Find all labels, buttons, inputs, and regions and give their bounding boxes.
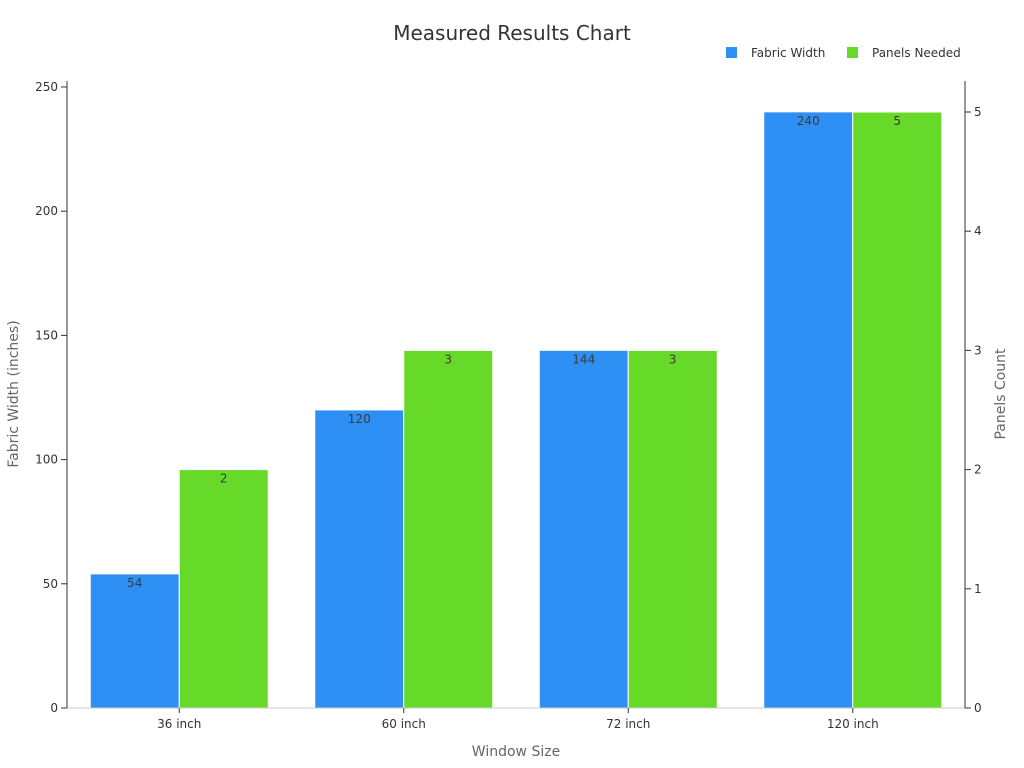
right-y-tick-label: 2	[974, 463, 982, 477]
left-y-tick-label: 0	[50, 701, 58, 715]
legend-swatch-panels-needed	[847, 47, 858, 58]
bar-fabric-width-1	[314, 409, 405, 709]
right-y-tick-label: 0	[974, 701, 982, 715]
legend: Fabric Width Panels Needed	[726, 46, 961, 60]
bar-panels-needed-0	[178, 469, 269, 709]
bar-fabric-width-2	[538, 349, 629, 709]
bar-panels-needed-2	[627, 349, 718, 709]
bars-group	[89, 111, 943, 709]
left-y-tick-label: 200	[35, 204, 58, 218]
right-y-tick-label: 4	[974, 224, 982, 238]
right-y-ticks: 0 1 2 3 4 5	[965, 105, 982, 715]
right-y-tick-label: 5	[974, 105, 982, 119]
x-axis-title: Window Size	[472, 744, 560, 760]
data-label-fabric-width-0: 54	[127, 576, 142, 590]
left-y-tick-label: 100	[35, 453, 58, 467]
data-label-fabric-width-1: 120	[348, 412, 371, 426]
bar-panels-needed-3	[852, 111, 943, 709]
data-label-panels-needed-1: 3	[444, 352, 452, 366]
legend-label-fabric-width: Fabric Width	[751, 46, 825, 60]
data-labels-group: 54 2 120 3 144 3 240 5	[127, 114, 901, 590]
right-y-tick-label: 1	[974, 582, 982, 596]
left-y-ticks: 0 50 100 150 200 250	[35, 80, 67, 715]
x-tick-label: 120 inch	[827, 717, 879, 731]
data-label-panels-needed-0: 2	[220, 472, 228, 486]
data-label-fabric-width-2: 144	[572, 352, 595, 366]
legend-swatch-fabric-width	[726, 47, 737, 58]
chart-title: Measured Results Chart	[393, 21, 631, 45]
left-y-axis-title: Fabric Width (inches)	[6, 320, 22, 467]
left-y-tick-label: 150	[35, 328, 58, 342]
bar-fabric-width-3	[763, 111, 854, 709]
x-tick-label: 60 inch	[382, 717, 426, 731]
right-y-axis-title: Panels Count	[993, 348, 1009, 440]
data-label-panels-needed-3: 5	[893, 114, 901, 128]
bar-panels-needed-1	[403, 349, 494, 709]
bar-fabric-width-0	[89, 573, 180, 709]
data-label-panels-needed-2: 3	[669, 352, 677, 366]
left-y-tick-label: 50	[43, 577, 58, 591]
legend-label-panels-needed: Panels Needed	[872, 46, 961, 60]
right-y-tick-label: 3	[974, 343, 982, 357]
data-label-fabric-width-3: 240	[797, 114, 820, 128]
left-y-tick-label: 250	[35, 80, 58, 94]
x-tick-label: 36 inch	[157, 717, 201, 731]
x-ticks: 36 inch 60 inch 72 inch 120 inch	[157, 708, 879, 731]
x-tick-label: 72 inch	[606, 717, 650, 731]
